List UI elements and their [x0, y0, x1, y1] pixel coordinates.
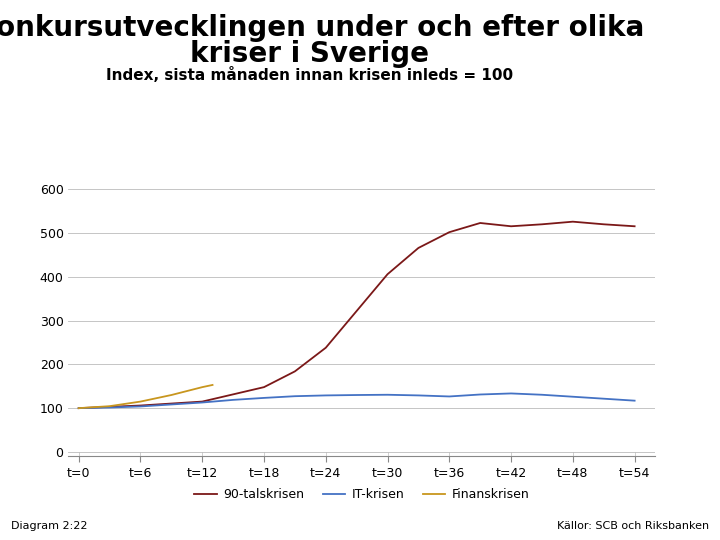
Text: ✦ ✦ ✦: ✦ ✦ ✦	[654, 31, 677, 37]
Text: kriser i Sverige: kriser i Sverige	[190, 40, 429, 69]
Text: Källor: SCB och Riksbanken: Källor: SCB och Riksbanken	[557, 521, 709, 531]
Text: ⊙ ⊙: ⊙ ⊙	[656, 45, 675, 55]
Text: Index, sista månaden innan krisen inleds = 100: Index, sista månaden innan krisen inleds…	[106, 68, 513, 84]
Text: RIKSBANK: RIKSBANK	[646, 73, 685, 79]
Legend: 90-talskrisen, IT-krisen, Finanskrisen: 90-talskrisen, IT-krisen, Finanskrisen	[189, 483, 534, 507]
Text: Diagram 2:22: Diagram 2:22	[11, 521, 87, 531]
Text: SVERIGES: SVERIGES	[647, 63, 685, 69]
Text: Konkursutvecklingen under och efter olika: Konkursutvecklingen under och efter olik…	[0, 14, 644, 42]
